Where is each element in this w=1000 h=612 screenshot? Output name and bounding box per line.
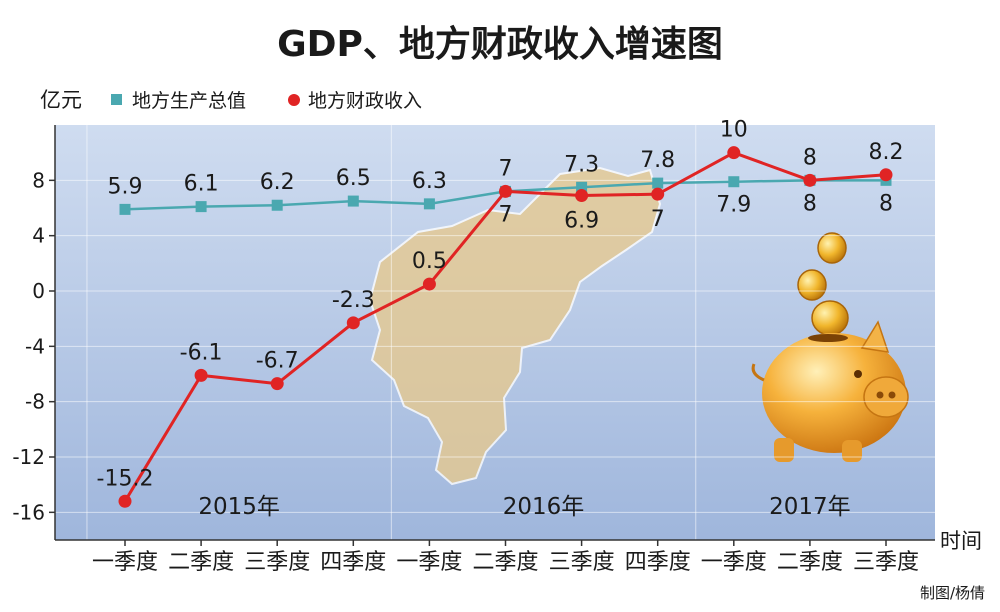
revenue-data-label: 0.5 — [412, 249, 447, 274]
x-tick-label: 四季度 — [625, 550, 691, 575]
chart-credit: 制图/杨倩 — [920, 584, 985, 602]
revenue-data-label: 8.2 — [869, 140, 904, 165]
gdp-data-label: 6.5 — [336, 166, 371, 191]
revenue-data-label: -6.1 — [180, 340, 223, 365]
piggy-bank-icon — [751, 232, 909, 462]
revenue-point — [118, 494, 132, 508]
y-tick-label: 4 — [32, 224, 45, 248]
revenue-point — [346, 316, 360, 330]
revenue-point — [499, 184, 512, 198]
gdp-data-label: 6.1 — [184, 172, 219, 197]
revenue-data-label: 6.9 — [564, 209, 599, 234]
x-tick-label: 一季度 — [396, 550, 462, 575]
y-tick-label: -12 — [12, 445, 45, 469]
gdp-data-label: 7.9 — [716, 193, 751, 218]
grid-lines — [55, 125, 935, 540]
gdp-data-label: 6.2 — [260, 170, 295, 195]
x-tick-label: 三季度 — [853, 550, 919, 575]
gdp-point — [652, 177, 664, 189]
gdp-point — [423, 198, 435, 210]
gdp-data-label: 8 — [803, 191, 817, 216]
revenue-point — [270, 377, 284, 391]
year-label: 2015年 — [198, 494, 280, 520]
legend-gdp-marker — [111, 94, 122, 105]
gdp-point — [347, 195, 359, 207]
x-tick-label: 二季度 — [168, 550, 234, 575]
x-axis: 一季度 二季度 三季度 四季度 一季度 二季度 三季度 四季度 一季度 二季度 三季度 — [55, 539, 935, 575]
gdp-data-label: 5.9 — [108, 174, 143, 199]
legend-revenue-label: 地方财政收入 — [308, 90, 422, 112]
y-tick-label: 0 — [32, 279, 45, 303]
revenue-data-label: 7 — [499, 156, 513, 181]
y-tick-label: -4 — [25, 334, 45, 358]
y-axis-ticks: 8 4 0 -4 -8 -12 -16 — [12, 125, 56, 540]
gdp-data-label: 7.3 — [564, 152, 599, 177]
gdp-data-label: 6.3 — [412, 169, 447, 194]
gdp-point — [195, 201, 207, 213]
series-revenue — [118, 146, 893, 508]
chart-title: GDP、地方财政收入增速图 — [277, 24, 723, 65]
y-axis-unit: 亿元 — [40, 88, 82, 112]
x-tick-label: 一季度 — [92, 550, 158, 575]
x-tick-label: 四季度 — [320, 550, 386, 575]
revenue-point — [575, 189, 589, 203]
x-tick-label: 一季度 — [701, 550, 767, 575]
revenue-point — [879, 168, 893, 182]
revenue-point — [651, 187, 665, 201]
gdp-data-label: 8 — [879, 191, 893, 216]
revenue-point — [422, 277, 436, 291]
data-labels: 5.9 6.1 6.2 6.5 6.3 7 7.3 7.8 7.9 8 8 -15.2 -6.1 -6.7… — [97, 118, 904, 492]
gdp-point — [271, 199, 283, 211]
gdp-data-label: 7 — [499, 202, 513, 227]
x-tick-label: 二季度 — [777, 550, 843, 575]
year-label: 2017年 — [769, 494, 851, 520]
revenue-data-label: -2.3 — [332, 288, 375, 313]
year-labels: 2015年 2016年 2017年 — [198, 494, 850, 520]
revenue-point — [727, 146, 741, 160]
revenue-point — [194, 368, 208, 382]
gdp-point — [576, 181, 588, 193]
x-tick-label: 二季度 — [472, 550, 538, 575]
revenue-point — [803, 173, 817, 187]
legend-gdp-label: 地方生产总值 — [132, 90, 246, 112]
revenue-data-label: -6.7 — [256, 349, 299, 374]
year-label: 2016年 — [503, 494, 585, 520]
x-tick-label: 三季度 — [549, 550, 615, 575]
gdp-point — [119, 203, 131, 215]
x-axis-unit: 时间 — [940, 529, 982, 553]
y-tick-label: -16 — [12, 500, 45, 524]
x-tick-label: 三季度 — [244, 550, 310, 575]
revenue-data-label: 10 — [720, 118, 748, 143]
y-tick-label: -8 — [25, 390, 45, 414]
y-tick-label: 8 — [32, 168, 45, 192]
legend-revenue-marker — [288, 94, 300, 106]
gdp-point — [728, 176, 740, 188]
revenue-data-label: -15.2 — [97, 466, 154, 491]
legend: 地方生产总值 地方财政收入 — [111, 90, 422, 112]
revenue-data-label: 7 — [651, 207, 665, 232]
revenue-data-label: 8 — [803, 145, 817, 170]
gdp-data-label: 7.8 — [640, 148, 675, 173]
